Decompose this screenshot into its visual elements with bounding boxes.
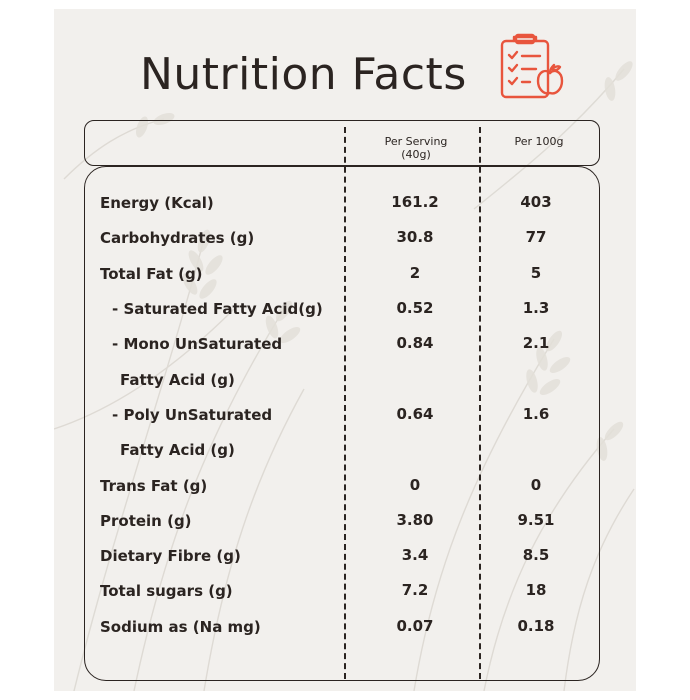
row-label-sodium: Sodium as (Na mg) <box>100 618 261 636</box>
row-per100-mono-unsaturated: 2.1 <box>522 334 550 352</box>
wheat-watermark-illustration <box>54 61 635 691</box>
row-per100-sodium: 0.18 <box>517 617 555 635</box>
row-label-total-sugars: Total sugars (g) <box>100 582 233 600</box>
row-label-mono-unsaturated: - Mono UnSaturated <box>112 335 283 353</box>
row-per100-trans-fat: 0 <box>530 476 542 494</box>
row-label-total-fat: Total Fat (g) <box>100 265 203 283</box>
row-serving-sodium: 0.07 <box>396 617 434 635</box>
row-label-poly-unsaturated-line-2: Fatty Acid (g) <box>120 441 235 459</box>
row-per100-protein: 9.51 <box>517 511 555 529</box>
row-per100-poly-unsaturated: 1.6 <box>522 405 550 423</box>
per-serving-header-line-1: Per Serving <box>384 135 448 148</box>
row-serving-saturated-fatty-acid: 0.52 <box>396 299 434 317</box>
row-per100-total-fat: 5 <box>530 264 542 282</box>
per-serving-header-line-2: (40g) <box>401 148 431 161</box>
row-per100-saturated-fatty-acid: 1.3 <box>522 299 550 317</box>
nutrition-panel: Nutrition Facts Per Serving (40g) Per 10… <box>54 9 636 691</box>
page-title: Nutrition Facts <box>140 49 467 100</box>
row-serving-protein: 3.80 <box>396 511 434 529</box>
row-per100-total-sugars: 18 <box>525 581 547 599</box>
row-label-energy: Energy (Kcal) <box>100 194 214 212</box>
row-label-mono-unsaturated-line-2: Fatty Acid (g) <box>120 371 235 389</box>
row-label-poly-unsaturated: - Poly UnSaturated <box>112 406 273 424</box>
row-per100-dietary-fibre: 8.5 <box>522 546 550 564</box>
row-serving-dietary-fibre: 3.4 <box>401 546 429 564</box>
row-serving-total-fat: 2 <box>409 264 421 282</box>
row-serving-total-sugars: 7.2 <box>401 581 429 599</box>
row-serving-poly-unsaturated: 0.64 <box>396 405 434 423</box>
per-100g-header: Per 100g <box>514 135 564 148</box>
column-divider-1 <box>344 127 346 679</box>
row-per100-energy: 403 <box>520 193 552 211</box>
row-serving-trans-fat: 0 <box>409 476 421 494</box>
row-label-dietary-fibre: Dietary Fibre (g) <box>100 547 241 565</box>
column-divider-2 <box>479 127 481 679</box>
row-label-saturated-fatty-acid: - Saturated Fatty Acid(g) <box>112 300 323 318</box>
row-label-protein: Protein (g) <box>100 512 192 530</box>
row-label-trans-fat: Trans Fat (g) <box>100 477 208 495</box>
row-per100-carbohydrates: 77 <box>525 228 547 246</box>
per-serving-header: Per Serving (40g) <box>366 135 466 161</box>
clipboard-checklist-apple-icon <box>500 33 564 99</box>
nutrition-table-body <box>84 166 600 681</box>
column-header-box <box>84 120 600 166</box>
row-serving-energy: 161.2 <box>391 193 439 211</box>
row-serving-carbohydrates: 30.8 <box>396 228 434 246</box>
row-serving-mono-unsaturated: 0.84 <box>396 334 434 352</box>
row-label-carbohydrates: Carbohydrates (g) <box>100 229 255 247</box>
